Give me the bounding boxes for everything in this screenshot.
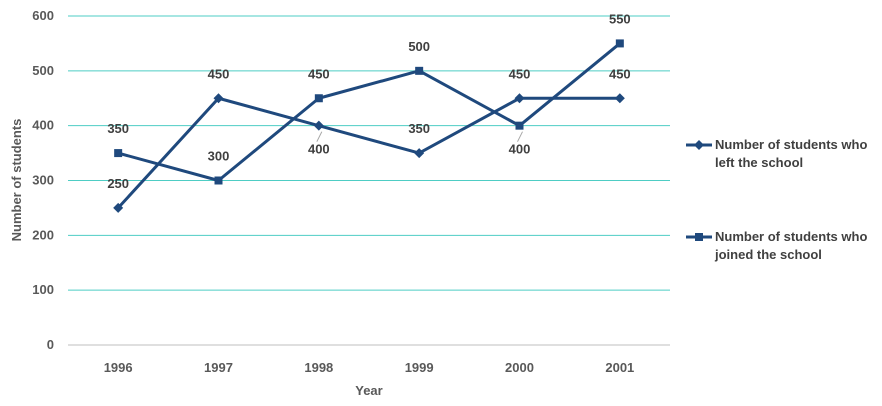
data-label-leader (517, 131, 523, 142)
data-label: 450 (509, 66, 531, 81)
y-axis-ticks: 0 100 200 300 400 500 600 (32, 8, 54, 352)
y-tick-label: 600 (32, 8, 54, 23)
legend-item-1: Number of students who left the school (686, 137, 867, 170)
y-tick-label: 500 (32, 63, 54, 78)
data-point-square (314, 94, 323, 103)
data-label: 450 (308, 66, 330, 81)
x-tick-label: 1998 (304, 360, 333, 375)
data-label-leader (316, 131, 323, 142)
data-label: 450 (208, 66, 230, 81)
x-axis-ticks: 1996 1997 1998 1999 2000 2001 (104, 360, 635, 375)
x-axis-title: Year (355, 383, 382, 398)
x-tick-label: 1999 (405, 360, 434, 375)
legend-label: left the school (715, 155, 803, 170)
legend-label: joined the school (714, 247, 822, 262)
data-labels: 250 350 450 300 400 450 350 500 450 400 450 550 (107, 11, 630, 191)
x-tick-label: 1996 (104, 360, 133, 375)
data-label: 500 (408, 39, 430, 54)
data-label: 250 (107, 176, 129, 191)
data-point-square (114, 149, 123, 158)
x-tick-label: 2000 (505, 360, 534, 375)
data-label: 400 (308, 142, 330, 157)
data-point-square (515, 121, 524, 130)
series-lines (113, 39, 625, 213)
series-line-1 (117, 96, 620, 209)
data-point-diamond (113, 202, 124, 213)
data-label: 450 (609, 66, 631, 81)
data-point-square (615, 39, 624, 48)
x-tick-label: 2001 (605, 360, 634, 375)
grid-lines (68, 15, 670, 346)
data-label: 400 (509, 142, 531, 157)
y-tick-label: 200 (32, 227, 54, 242)
data-label: 350 (107, 121, 129, 136)
data-label: 350 (408, 121, 430, 136)
legend-label: Number of students who (715, 229, 867, 244)
y-tick-label: 300 (32, 173, 54, 188)
legend-marker-diamond (694, 140, 704, 150)
data-point-square (415, 66, 424, 75)
legend-marker-square (695, 233, 703, 241)
y-tick-label: 100 (32, 282, 54, 297)
data-point-diamond (313, 120, 324, 131)
data-point-diamond (213, 93, 224, 104)
x-tick-label: 1997 (204, 360, 233, 375)
data-label: 300 (208, 149, 230, 164)
y-tick-label: 0 (47, 337, 54, 352)
y-tick-label: 400 (32, 118, 54, 133)
data-point-diamond (514, 93, 525, 104)
data-point-diamond (414, 148, 425, 159)
data-label: 550 (609, 11, 631, 26)
y-axis-title: Number of students (9, 119, 24, 242)
series-line-2 (117, 42, 621, 182)
data-point-square (214, 176, 223, 185)
legend-label: Number of students who (715, 137, 867, 152)
data-point-diamond (614, 93, 625, 104)
legend-item-2: Number of students who joined the school (686, 229, 867, 262)
